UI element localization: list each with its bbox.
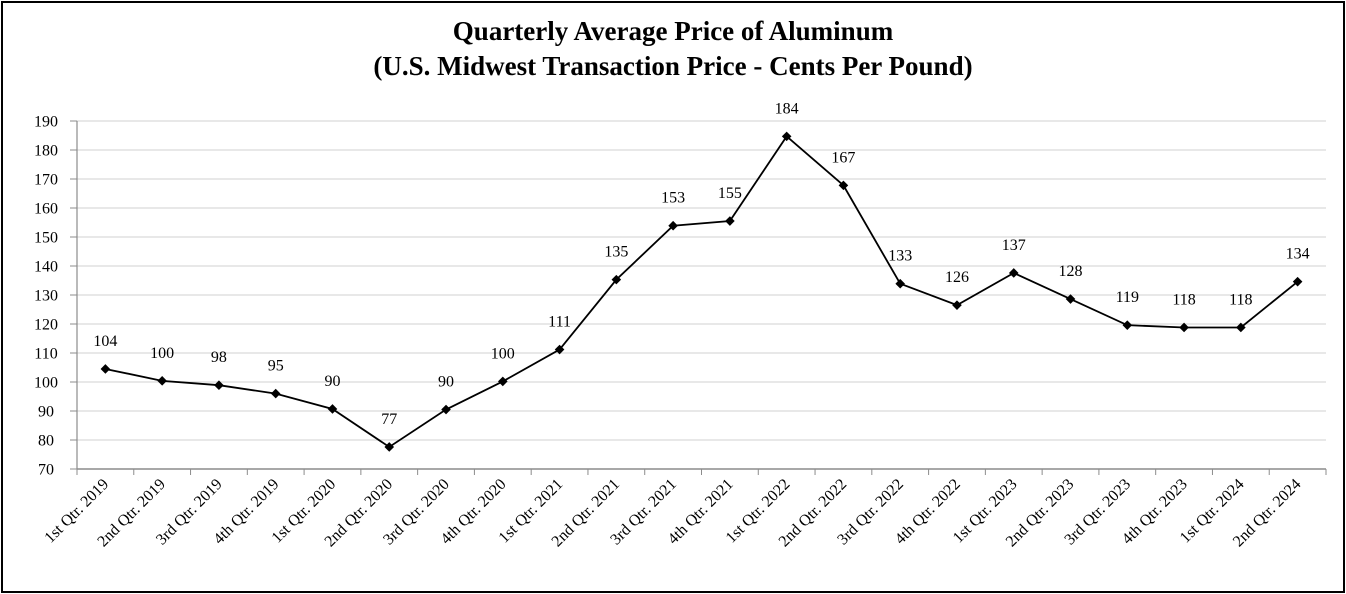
data-label: 155 xyxy=(718,185,742,202)
y-tick-label: 130 xyxy=(34,288,58,305)
y-tick-label: 100 xyxy=(34,375,58,392)
y-tick-label: 110 xyxy=(34,346,57,363)
y-tick-label: 120 xyxy=(34,317,58,334)
data-label: 134 xyxy=(1286,246,1310,263)
y-tick-label: 140 xyxy=(34,259,58,276)
data-label: 100 xyxy=(491,345,515,362)
data-label: 137 xyxy=(1002,237,1026,254)
data-point-marker xyxy=(441,404,451,415)
data-point-marker xyxy=(1065,294,1076,304)
y-tick-label: 150 xyxy=(34,230,58,247)
data-label: 128 xyxy=(1059,263,1083,280)
series-line-group xyxy=(100,131,1303,452)
data-label: 118 xyxy=(1229,291,1252,308)
data-label: 77 xyxy=(381,411,397,428)
y-tick-label: 180 xyxy=(34,143,58,160)
chart-subtitle: (U.S. Midwest Transaction Price - Cents … xyxy=(373,51,973,81)
gridlines xyxy=(77,120,1326,441)
data-point-marker xyxy=(1236,322,1246,333)
data-label: 98 xyxy=(211,349,227,366)
data-label: 126 xyxy=(945,269,969,286)
data-point-marker xyxy=(781,131,792,142)
data-label: 153 xyxy=(661,190,685,207)
data-point-marker xyxy=(100,364,111,374)
y-tick-label: 190 xyxy=(34,114,58,131)
data-label: 100 xyxy=(150,345,174,362)
y-axis: 70 80 90 100 110 120 130 140 150 160 170 180 190 xyxy=(34,114,78,479)
data-point-marker xyxy=(1292,276,1303,287)
data-point-marker xyxy=(157,376,167,386)
data-point-marker xyxy=(725,216,735,226)
data-point-marker xyxy=(1179,322,1189,333)
data-point-marker xyxy=(895,278,906,289)
data-point-marker xyxy=(1008,268,1019,278)
data-point-marker xyxy=(952,300,962,310)
data-label: 104 xyxy=(93,333,117,350)
data-label: 111 xyxy=(548,314,571,331)
data-point-marker xyxy=(554,344,565,355)
data-label: 90 xyxy=(324,373,340,390)
data-label: 184 xyxy=(775,100,799,117)
data-label: 135 xyxy=(604,244,628,261)
data-label: 119 xyxy=(1116,289,1139,306)
series-line xyxy=(105,135,1299,449)
data-label: 167 xyxy=(831,149,855,166)
data-point-marker xyxy=(611,274,622,285)
y-tick-label: 70 xyxy=(38,462,54,479)
data-point-marker xyxy=(384,442,395,452)
data-point-marker xyxy=(497,376,508,387)
chart-title-block: Quarterly Average Price of Aluminum (U.S… xyxy=(0,14,1346,84)
data-label: 95 xyxy=(268,358,284,375)
y-tick-label: 90 xyxy=(38,404,54,421)
data-point-marker xyxy=(270,388,281,399)
chart-title: Quarterly Average Price of Aluminum xyxy=(452,16,894,46)
data-point-marker xyxy=(214,380,224,390)
y-tick-label: 80 xyxy=(38,433,54,450)
data-point-marker xyxy=(838,180,849,191)
data-point-marker xyxy=(327,404,338,414)
data-label: 133 xyxy=(888,248,912,265)
data-label: 118 xyxy=(1172,291,1195,308)
data-labels: 104 100 98 95 90 77 90 100 111 135 153 155 184 167 133… xyxy=(93,100,1309,428)
y-tick-label: 170 xyxy=(34,172,58,189)
y-tick-label: 160 xyxy=(34,201,58,218)
data-point-marker xyxy=(668,220,678,231)
data-point-marker xyxy=(1122,320,1133,330)
data-label: 90 xyxy=(438,374,454,391)
